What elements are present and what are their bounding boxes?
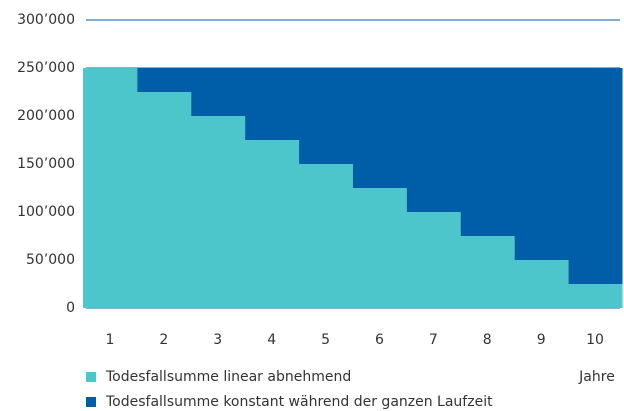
x-tick-label: 3 bbox=[213, 332, 222, 348]
step-bar bbox=[514, 260, 569, 308]
x-tick-label: 8 bbox=[483, 332, 492, 348]
y-tick-label: 300’000 bbox=[17, 12, 75, 28]
y-tick-label: 200’000 bbox=[17, 108, 75, 124]
y-tick-label: 50’000 bbox=[26, 252, 75, 268]
y-tick-label: 250’000 bbox=[17, 60, 75, 76]
legend-label: Todesfallsumme konstant während der ganz… bbox=[105, 394, 493, 410]
step-bar bbox=[136, 92, 192, 308]
x-tick-label: 10 bbox=[586, 332, 604, 348]
step-bar bbox=[352, 188, 407, 308]
x-tick-label: 5 bbox=[321, 332, 330, 348]
y-tick-label: 100’000 bbox=[17, 204, 75, 220]
step-bar bbox=[244, 140, 300, 308]
y-tick-label: 150’000 bbox=[17, 156, 75, 172]
step-bar bbox=[406, 212, 461, 308]
legend-label: Todesfallsumme linear abnehmend bbox=[105, 369, 351, 385]
x-tick-label: 4 bbox=[267, 332, 276, 348]
step-bar bbox=[190, 116, 246, 308]
step-bar bbox=[83, 68, 138, 308]
x-tick-label: 7 bbox=[429, 332, 438, 348]
legend-swatch bbox=[86, 372, 96, 382]
y-tick-label: 0 bbox=[66, 300, 75, 316]
x-tick-label: 1 bbox=[105, 332, 114, 348]
x-axis-label: Jahre bbox=[578, 369, 615, 385]
step-bar bbox=[568, 284, 623, 308]
step-bar bbox=[568, 68, 623, 308]
legend-swatch bbox=[86, 397, 96, 407]
step-bar bbox=[460, 236, 515, 308]
x-tick-label: 2 bbox=[159, 332, 168, 348]
x-tick-label: 6 bbox=[375, 332, 384, 348]
step-bar bbox=[298, 164, 353, 308]
x-tick-label: 9 bbox=[537, 332, 546, 348]
